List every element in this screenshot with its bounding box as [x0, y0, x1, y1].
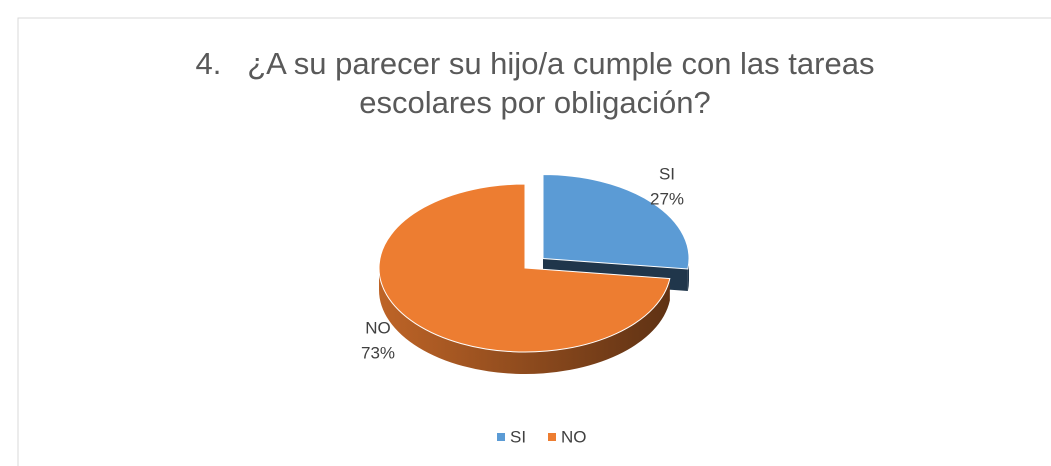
legend-swatch	[548, 433, 556, 441]
data-label-name: SI	[659, 164, 675, 183]
slice-top	[542, 173, 690, 270]
legend-label: SI	[510, 427, 526, 446]
slice-side	[378, 268, 670, 375]
legend-label: NO	[561, 427, 587, 446]
chart-border	[17, 17, 1051, 466]
data-label-name: NO	[365, 318, 391, 337]
chart-title: 4. ¿A su parecer su hijo/a cumple con la…	[195, 46, 884, 120]
legend-swatch	[497, 433, 505, 441]
slice	[378, 183, 671, 375]
slice-top	[378, 183, 671, 353]
data-label-value: 73%	[361, 343, 395, 362]
data-label-value: 27%	[650, 189, 684, 208]
